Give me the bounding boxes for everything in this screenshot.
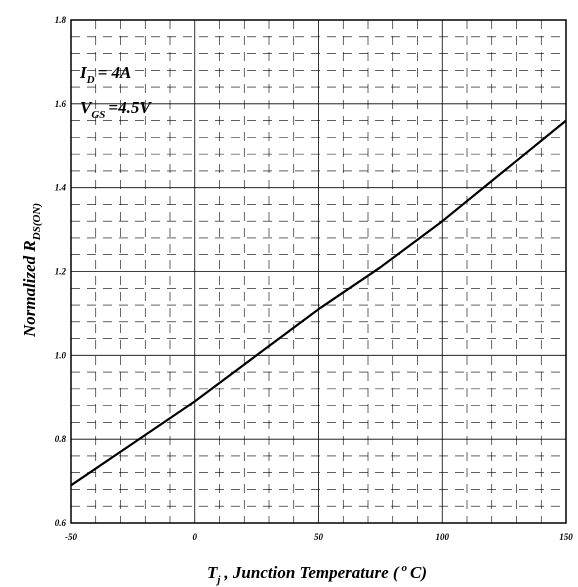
x-tick-label: 150 (559, 532, 573, 542)
y-tick-label: 0.6 (55, 518, 67, 528)
annotation-vgs: VGS =4.5V (80, 98, 152, 121)
grid (71, 20, 566, 523)
annotation-id-main: I (79, 63, 88, 82)
annotation-vgs-main: V (80, 98, 93, 117)
x-axis-label-main: T (207, 563, 218, 582)
x-tick-label: 0 (193, 532, 198, 542)
plot-frame (70, 19, 567, 524)
x-axis-label: Tj, Junction Temperature (o C) (207, 562, 427, 586)
y-tick-label: 1.6 (55, 99, 67, 109)
annotation-vgs-rest: =4.5V (108, 98, 152, 117)
y-tick-label: 1.4 (55, 183, 67, 193)
x-tick-label: -50 (65, 532, 77, 542)
y-axis-label: Normalized RDS(ON) (20, 203, 43, 338)
y-tick-label: 1.8 (55, 15, 67, 25)
x-tick-label: 100 (436, 532, 450, 542)
annotation-id: ID = 4A (79, 63, 131, 86)
x-axis-label-end: C) (410, 563, 427, 582)
x-axis-label-text: , Junction Temperature ( (223, 563, 399, 582)
x-tick-label: 50 (314, 532, 324, 542)
annotation-vgs-sub: GS (91, 109, 105, 121)
y-axis-label-main: Normalized R (20, 240, 39, 338)
y-tick-label: 0.8 (55, 434, 67, 444)
annotation-id-rest: = 4A (98, 63, 132, 82)
series-layer (70, 119, 567, 487)
y-axis-label-sub: DS(ON) (31, 203, 43, 241)
y-tick-label: 1.0 (55, 350, 67, 360)
x-axis-label-sup: o (402, 562, 408, 574)
series-line-0 (70, 119, 567, 487)
y-tick-label: 1.2 (55, 267, 67, 277)
annotation-id-sub: D (86, 74, 95, 86)
x-axis-label-sub: j (215, 574, 221, 586)
ticks-layer: -50 0 50 100 150 0.6 0.8 1.0 1.2 1.4 1.6 1.8 (55, 15, 574, 542)
